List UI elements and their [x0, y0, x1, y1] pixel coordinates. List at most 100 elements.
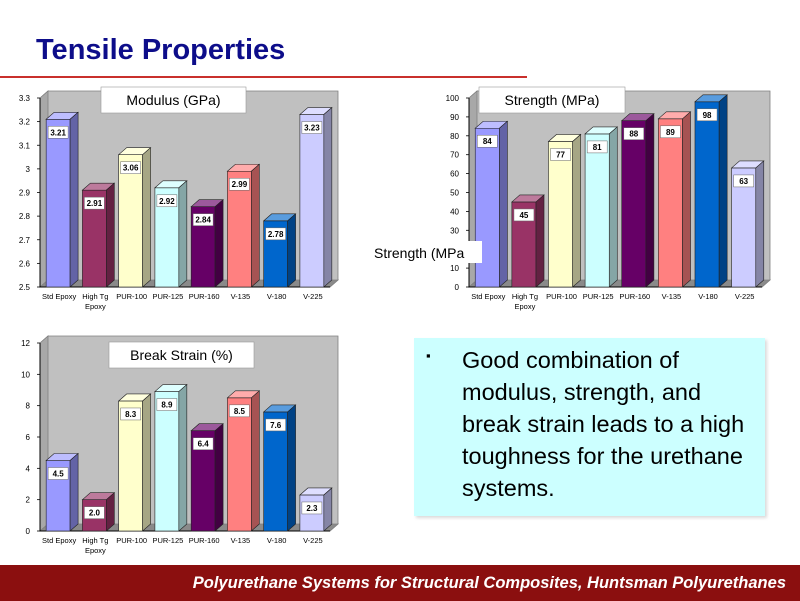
data-label-box: [586, 140, 608, 154]
data-label: 84: [483, 137, 492, 146]
bar: [45, 452, 79, 532]
x-tick-label: High Tg: [82, 292, 108, 301]
y-tick-label: 0: [455, 283, 460, 292]
bar-side: [214, 423, 224, 532]
y-tick-label: 2.6: [19, 259, 31, 268]
chart-title: Break Strain (%): [130, 347, 233, 363]
y-axis-label: Strength (MPa: [374, 245, 464, 261]
bar: [190, 423, 224, 532]
data-label-box: [733, 174, 754, 188]
data-label-box: [301, 501, 323, 515]
bar-front: [118, 400, 143, 532]
x-tick-label: PUR-125: [152, 292, 183, 301]
bar: [547, 133, 582, 288]
bar-front: [548, 141, 573, 288]
data-label: 3.06: [123, 164, 139, 173]
data-label: 98: [703, 111, 712, 120]
y-tick-label: 6: [26, 433, 31, 442]
bar-side: [323, 106, 333, 288]
y-tick-label: 70: [450, 151, 459, 160]
bar-side: [535, 194, 545, 288]
data-label: 2.91: [87, 199, 103, 208]
chart-title-box: [478, 86, 626, 114]
slide-title: Tensile Properties: [36, 34, 286, 66]
y-tick-label: 8: [26, 402, 31, 411]
chart-title-box: [108, 341, 255, 369]
x-tick-label: Std Epoxy: [42, 536, 76, 545]
y-tick-label: 2: [26, 496, 31, 505]
x-tick-label: High Tg: [82, 536, 108, 545]
bar: [657, 111, 692, 288]
data-label: 81: [593, 143, 602, 152]
bar-side: [178, 180, 188, 288]
data-label-box: [477, 134, 498, 148]
bar-side: [287, 404, 296, 532]
summary-box: ▪ Good combination of modulus, strength,…: [414, 338, 765, 516]
chart-title-box: [100, 86, 247, 114]
data-label-box: [120, 407, 141, 421]
y-tick-label: 40: [450, 207, 459, 216]
x-tick-label: V-225: [303, 292, 323, 301]
bar-side: [214, 199, 224, 288]
bar-side: [755, 160, 765, 288]
bar: [730, 160, 765, 288]
bar-front: [154, 391, 180, 532]
y-tick-label: 4: [26, 464, 31, 473]
x-tick-label: V-180: [267, 292, 287, 301]
y-tick-label: 3: [26, 165, 31, 174]
data-label: 88: [629, 130, 638, 139]
data-label: 2.0: [89, 509, 101, 518]
x-tick-label: High Tg: [512, 292, 538, 301]
chart-title: Modulus (GPa): [126, 92, 220, 108]
x-tick-label: V-135: [231, 292, 251, 301]
data-label: 3.21: [50, 128, 66, 137]
bar-side: [499, 120, 508, 288]
y-tick-label: 2.9: [19, 189, 31, 198]
x-tick-label: PUR-160: [189, 536, 220, 545]
data-label-box: [696, 108, 718, 122]
y-tick-label: 3.2: [19, 118, 31, 127]
y-tick-label: 2.8: [19, 212, 31, 221]
x-tick-label: PUR-100: [116, 292, 147, 301]
bar-side: [251, 390, 260, 532]
data-label: 8.5: [234, 407, 246, 416]
x-tick-label: Std Epoxy: [471, 292, 505, 301]
bar: [81, 182, 116, 288]
data-label-box: [84, 506, 105, 519]
data-label: 8.9: [161, 401, 173, 410]
bar: [226, 390, 261, 532]
bar-front: [584, 133, 610, 288]
y-tick-label: 2.5: [19, 283, 31, 292]
x-tick-label: V-180: [267, 536, 287, 545]
bar: [154, 383, 188, 532]
data-label-box: [120, 161, 141, 174]
x-tick-label: V-135: [662, 292, 682, 301]
y-tick-label: 10: [21, 370, 30, 379]
data-label: 2.78: [268, 230, 284, 239]
data-label-box: [229, 177, 250, 191]
x-tick-label: Epoxy: [85, 302, 106, 311]
y-tick-label: 3.1: [19, 141, 31, 150]
data-label-box: [623, 127, 645, 140]
bar-side: [287, 213, 296, 288]
x-tick-label: Epoxy: [515, 302, 536, 311]
bar-side: [69, 452, 79, 532]
data-label-box: [265, 418, 286, 432]
bar: [584, 126, 619, 288]
x-tick-label: PUR-100: [546, 292, 577, 301]
bar-side: [323, 487, 333, 532]
y-tick-label: 2.7: [19, 236, 31, 245]
data-label: 63: [739, 177, 748, 186]
data-label: 2.84: [195, 216, 211, 225]
bar: [694, 94, 728, 288]
y-tick-label: 30: [450, 226, 459, 235]
data-label: 2.3: [306, 504, 318, 513]
data-label-box: [229, 404, 250, 418]
bar-side: [142, 393, 151, 532]
summary-text: Good combination of modulus, strength, a…: [462, 347, 745, 501]
data-label: 2.99: [232, 180, 248, 189]
y-tick-label: 90: [450, 113, 459, 122]
title-underline: [0, 76, 527, 78]
y-tick-label: 3.3: [19, 94, 31, 103]
